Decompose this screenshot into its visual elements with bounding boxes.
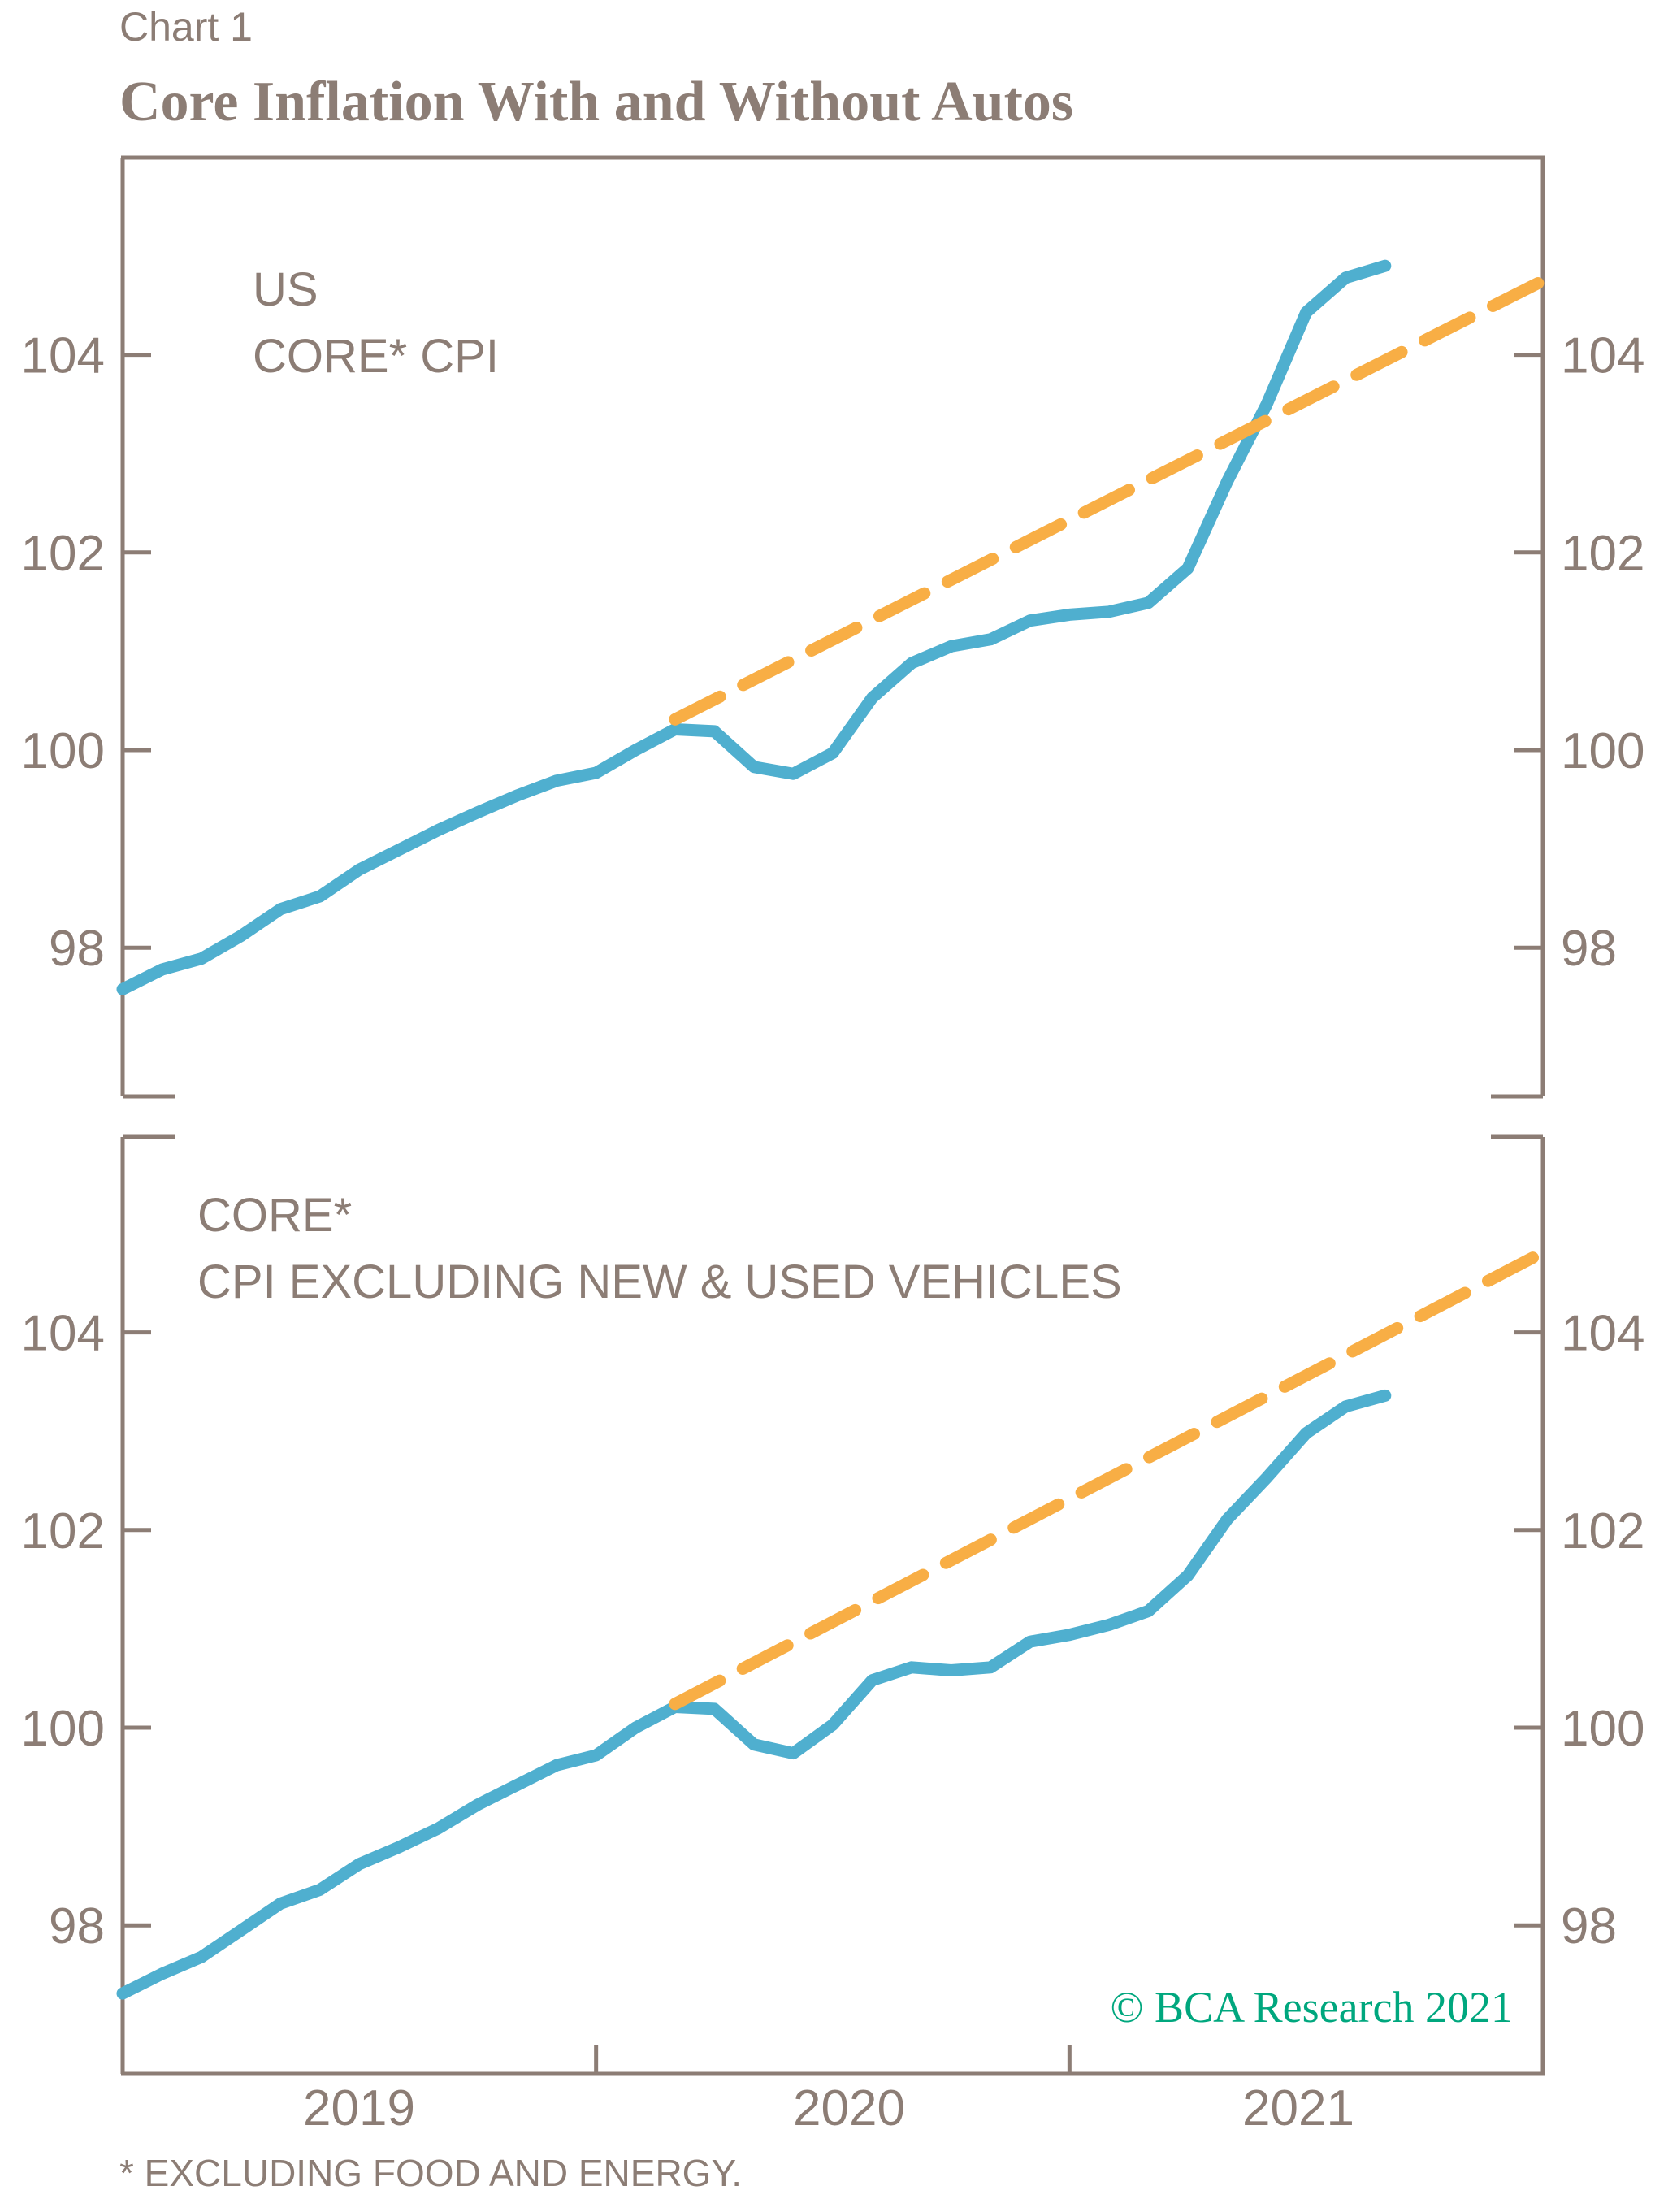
y-tick-label-left: 98	[49, 921, 105, 977]
panel-label-line-1: US	[253, 263, 318, 316]
y-tick-label-right: 98	[1561, 921, 1617, 977]
y-tick-label-right: 104	[1561, 328, 1644, 384]
y-tick-label-left: 100	[21, 1701, 105, 1757]
y-tick-label-left: 98	[49, 1898, 105, 1954]
x-tick-label: 2019	[303, 2080, 415, 2136]
panel-label-line-2: CPI EXCLUDING NEW & USED VEHICLES	[197, 1256, 1122, 1308]
chart-number: Chart 1	[119, 4, 253, 50]
trend-line	[669, 274, 1549, 726]
chart-title: Core Inflation With and Without Autos	[119, 71, 1073, 133]
trend-line	[669, 1246, 1549, 1711]
panel-core-ex-vehicles: CORE* CPI EXCLUDING NEW & USED VEHICLES …	[21, 1134, 1644, 2076]
panel-label-line-2: CORE* CPI	[253, 330, 499, 383]
y-tick-label-left: 102	[21, 1503, 105, 1559]
y-tick-label-left: 100	[21, 723, 105, 779]
y-tick-label-right: 102	[1561, 1503, 1644, 1559]
y-tick-label-left: 102	[21, 526, 105, 582]
x-tick-label: 2020	[793, 2080, 905, 2136]
panel-label-line-1: CORE*	[197, 1189, 352, 1242]
panel-us-core-cpi: US CORE* CPI 98 98 100 100 102 102 104 104	[21, 155, 1644, 1099]
footnote: * EXCLUDING FOOD AND ENERGY.	[119, 2152, 742, 2194]
y-tick-label-right: 102	[1561, 526, 1644, 582]
x-tick-label: 2021	[1242, 2080, 1354, 2136]
actual-line	[116, 1389, 1392, 2000]
y-tick-label-right: 100	[1561, 1701, 1644, 1757]
y-tick-label-right: 104	[1561, 1306, 1644, 1362]
y-tick-label-right: 100	[1561, 723, 1644, 779]
x-axis-labels: 2019 2020 2021	[303, 2080, 1354, 2136]
y-tick-label-left: 104	[21, 328, 105, 384]
y-tick-label-left: 104	[21, 1306, 105, 1362]
watermark: © BCA Research 2021	[1111, 1983, 1513, 2032]
actual-line	[116, 259, 1392, 995]
y-tick-label-right: 98	[1561, 1898, 1617, 1954]
